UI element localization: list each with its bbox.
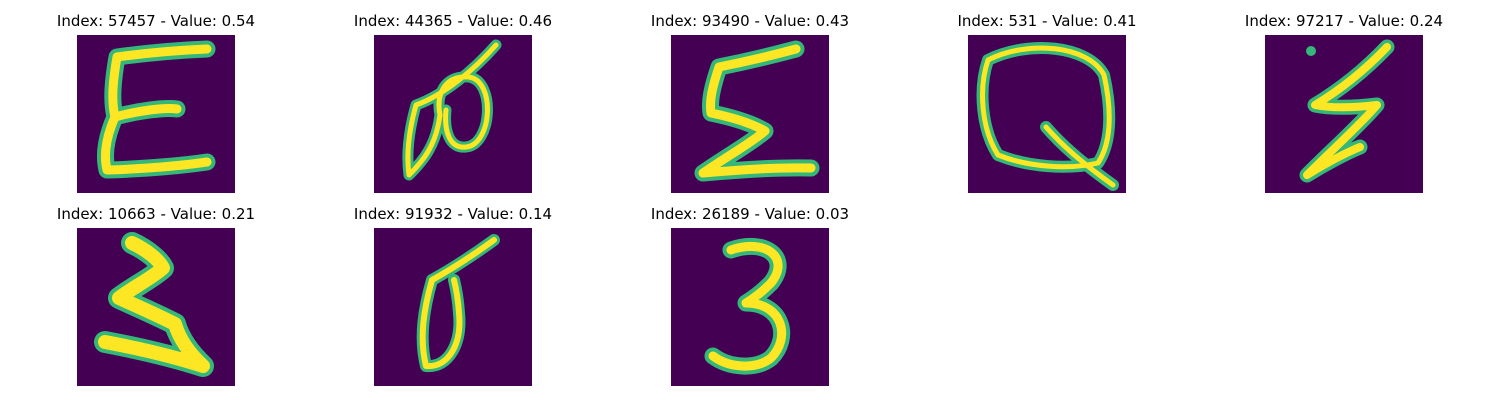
panel-title: Index: 93490 - Value: 0.43	[650, 12, 850, 30]
panel-title: Index: 57457 - Value: 0.54	[56, 12, 256, 30]
panel-title: Index: 10663 - Value: 0.21	[56, 205, 256, 223]
image-panel-3: Index: 93490 - Value: 0.43	[600, 12, 900, 202]
image-panel-6: Index: 10663 - Value: 0.21	[6, 205, 306, 395]
letter-image	[77, 228, 235, 386]
letter-image	[671, 228, 829, 386]
image-panel-1: Index: 57457 - Value: 0.54	[6, 12, 306, 202]
image-panel-4: Index: 531 - Value: 0.41	[897, 12, 1197, 202]
letter-image	[671, 35, 829, 193]
panel-title: Index: 91932 - Value: 0.14	[353, 205, 553, 223]
letter-image	[1265, 35, 1423, 193]
image-panel-7: Index: 91932 - Value: 0.14	[303, 205, 603, 395]
image-panel-5: Index: 97217 - Value: 0.24	[1194, 12, 1494, 202]
image-panel-2: Index: 44365 - Value: 0.46	[303, 12, 603, 202]
letter-image	[968, 35, 1126, 193]
letter-image	[374, 228, 532, 386]
panel-title: Index: 97217 - Value: 0.24	[1244, 12, 1444, 30]
letter-image	[374, 35, 532, 193]
panel-title: Index: 531 - Value: 0.41	[957, 12, 1137, 30]
letter-image	[77, 35, 235, 193]
image-panel-8: Index: 26189 - Value: 0.03	[600, 205, 900, 395]
panel-title: Index: 44365 - Value: 0.46	[353, 12, 553, 30]
panel-title: Index: 26189 - Value: 0.03	[650, 205, 850, 223]
